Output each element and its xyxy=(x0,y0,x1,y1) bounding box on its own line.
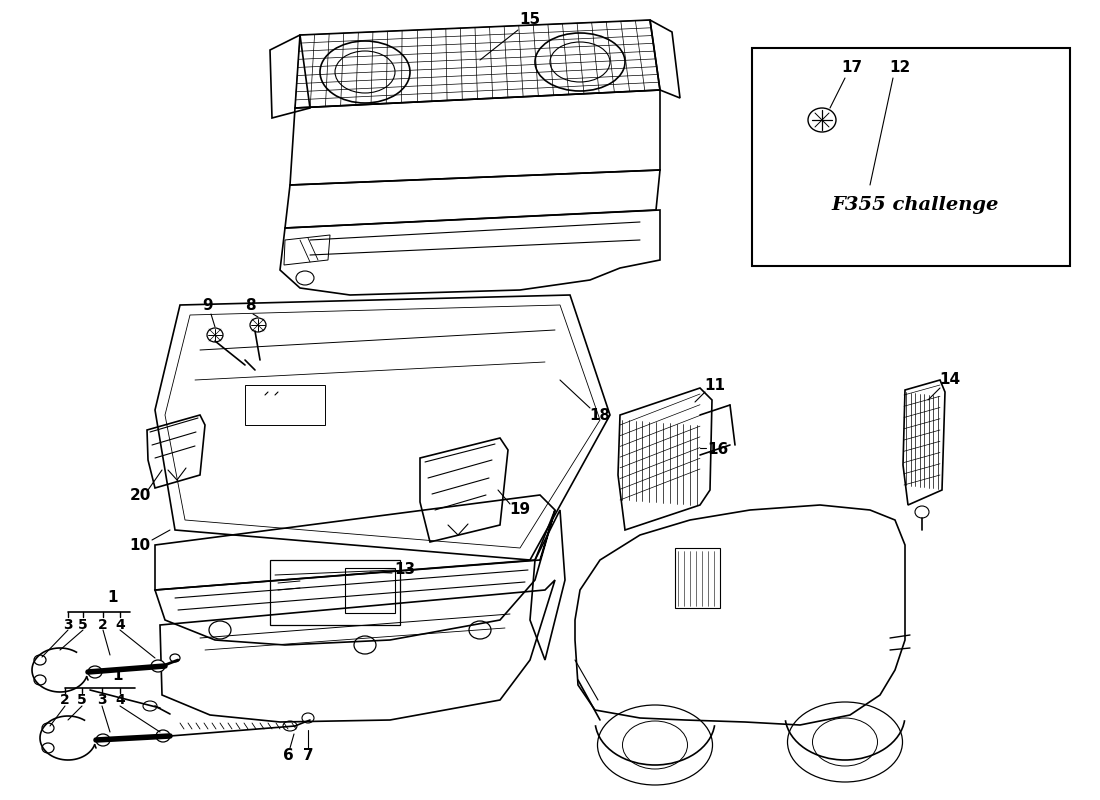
Text: 1: 1 xyxy=(112,667,123,682)
Ellipse shape xyxy=(535,33,625,91)
Bar xyxy=(345,568,395,613)
Bar xyxy=(270,560,400,625)
Ellipse shape xyxy=(156,730,170,742)
Text: 17: 17 xyxy=(842,61,862,75)
Text: 15: 15 xyxy=(519,13,540,27)
Text: 5: 5 xyxy=(78,618,88,632)
Text: 4: 4 xyxy=(116,618,125,632)
Text: 6: 6 xyxy=(283,749,294,763)
Ellipse shape xyxy=(88,666,102,678)
Ellipse shape xyxy=(96,734,110,746)
Bar xyxy=(675,548,720,608)
Text: 3: 3 xyxy=(97,693,107,707)
Bar xyxy=(752,48,1070,266)
Text: 4: 4 xyxy=(116,693,125,707)
Text: 19: 19 xyxy=(509,502,530,518)
Text: F355 challenge: F355 challenge xyxy=(832,196,999,214)
Text: 11: 11 xyxy=(704,378,726,393)
Ellipse shape xyxy=(320,41,410,103)
Bar xyxy=(245,385,324,425)
Text: 7: 7 xyxy=(302,749,313,763)
Text: 5: 5 xyxy=(77,693,87,707)
Text: 20: 20 xyxy=(130,487,151,502)
Text: 8: 8 xyxy=(244,298,255,313)
Text: 14: 14 xyxy=(939,373,960,387)
Text: 1: 1 xyxy=(108,590,119,606)
Text: 3: 3 xyxy=(63,618,73,632)
Text: 13: 13 xyxy=(395,562,416,578)
Text: 2: 2 xyxy=(98,618,108,632)
Ellipse shape xyxy=(151,660,165,672)
Text: 9: 9 xyxy=(202,298,213,313)
Text: 12: 12 xyxy=(890,61,911,75)
Text: 10: 10 xyxy=(130,538,151,553)
Text: 16: 16 xyxy=(707,442,728,458)
Text: 2: 2 xyxy=(60,693,70,707)
Text: 18: 18 xyxy=(590,407,610,422)
